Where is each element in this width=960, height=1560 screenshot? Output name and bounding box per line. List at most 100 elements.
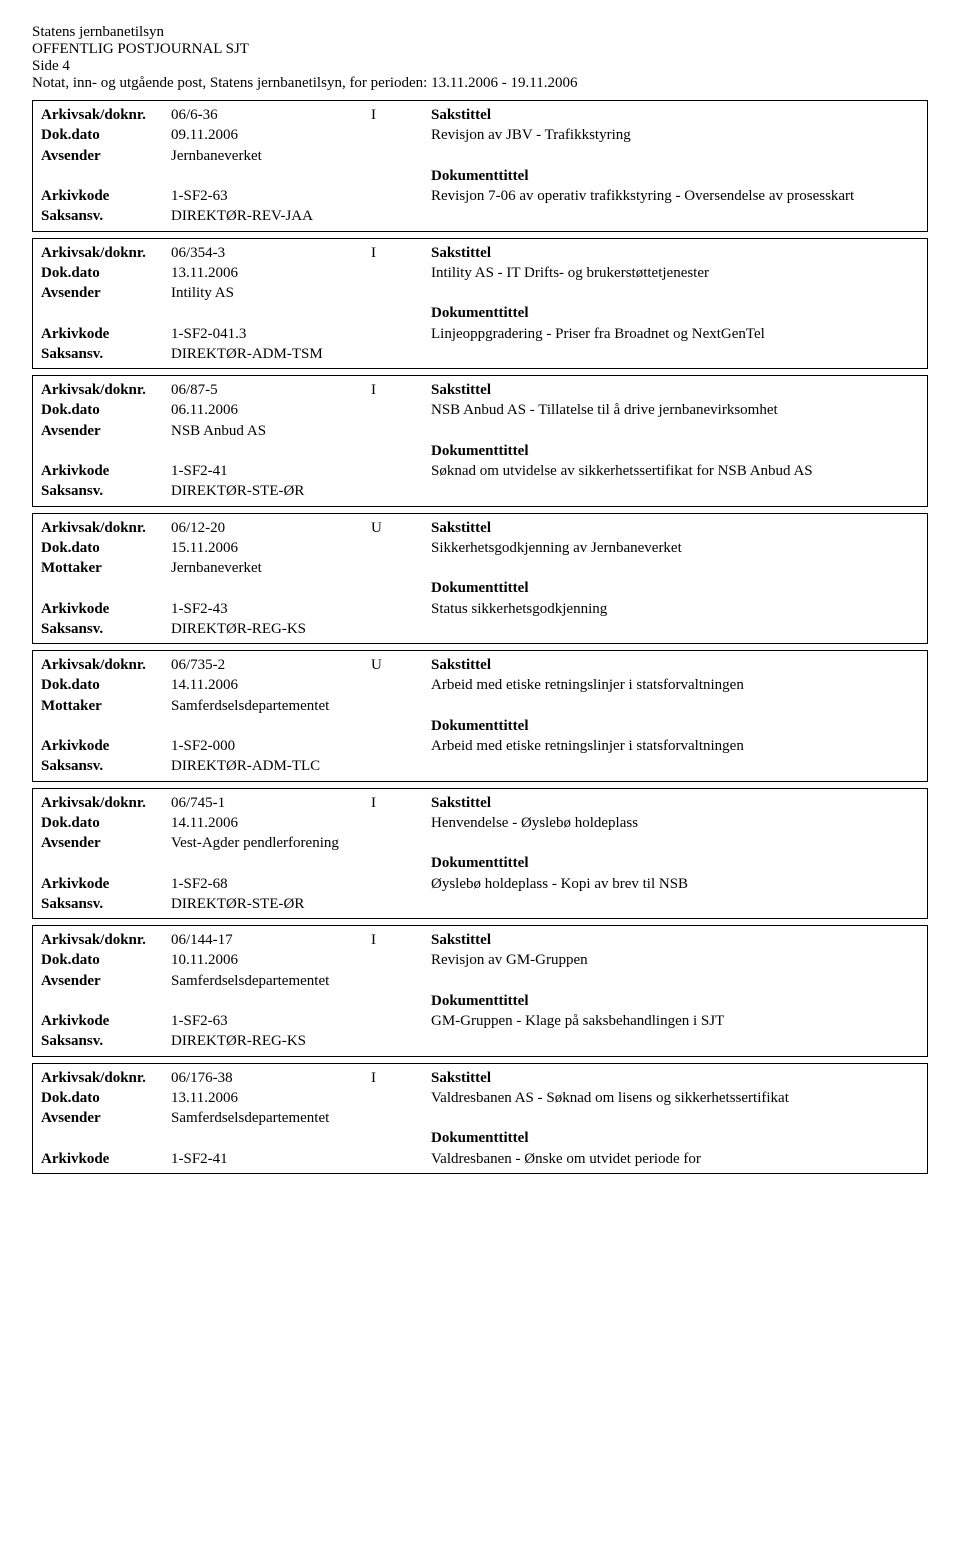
saksansv-label: Saksansv. — [41, 1031, 171, 1051]
dokumenttittel-label: Dokumenttittel — [431, 303, 529, 323]
saksansv-label: Saksansv. — [41, 481, 171, 501]
io-indicator: I — [371, 930, 431, 950]
party-value: Samferdselsdepartementet — [171, 696, 431, 716]
sakstittel-label: Sakstittel — [431, 518, 491, 538]
io-indicator: I — [371, 793, 431, 813]
dokdato-label: Dok.dato — [41, 400, 171, 420]
dokdato-value: 15.11.2006 — [171, 538, 431, 558]
party-value: Samferdselsdepartementet — [171, 971, 431, 991]
journal-record: Arkivsak/doknr.06/144-17ISakstittel Dok.d… — [32, 925, 928, 1057]
header-title: OFFENTLIG POSTJOURNAL SJT — [32, 41, 928, 58]
sakstittel-label: Sakstittel — [431, 243, 491, 263]
dokumenttittel-value: Arbeid med etiske retningslinjer i stats… — [431, 736, 919, 756]
dokdato-label: Dok.dato — [41, 125, 171, 145]
journal-record: Arkivsak/doknr.06/6-36ISakstittel Dok.dat… — [32, 100, 928, 232]
dokumenttittel-value: Linjeoppgradering - Priser fra Broadnet … — [431, 324, 919, 344]
arkivsak-label: Arkivsak/doknr. — [41, 380, 171, 400]
dokumenttittel-label: Dokumenttittel — [431, 166, 529, 186]
arkivsak-value: 06/87-5 — [171, 380, 371, 400]
arkivsak-label: Arkivsak/doknr. — [41, 243, 171, 263]
arkivkode-value: 1-SF2-041.3 — [171, 324, 431, 344]
arkivkode-label: Arkivkode — [41, 186, 171, 206]
saksansv-value: DIREKTØR-REV-JAA — [171, 206, 431, 226]
dokdato-value: 14.11.2006 — [171, 813, 431, 833]
dokdato-value: 13.11.2006 — [171, 263, 431, 283]
saksansv-value: DIREKTØR-REG-KS — [171, 619, 431, 639]
saksansv-value: DIREKTØR-STE-ØR — [171, 894, 431, 914]
arkivkode-label: Arkivkode — [41, 599, 171, 619]
dokumenttittel-label: Dokumenttittel — [431, 991, 529, 1011]
io-indicator: I — [371, 380, 431, 400]
dokdato-value: 06.11.2006 — [171, 400, 431, 420]
page-header: Statens jernbanetilsyn OFFENTLIG POSTJOU… — [32, 24, 928, 92]
saksansv-label: Saksansv. — [41, 894, 171, 914]
dokumenttittel-value: Søknad om utvidelse av sikkerhetssertifi… — [431, 461, 919, 481]
arkivsak-value: 06/735-2 — [171, 655, 371, 675]
saksansv-label: Saksansv. — [41, 619, 171, 639]
arkivsak-label: Arkivsak/doknr. — [41, 930, 171, 950]
sakstittel-value: Valdresbanen AS - Søknad om lisens og si… — [431, 1088, 919, 1108]
dokdato-label: Dok.dato — [41, 538, 171, 558]
arkivsak-value: 06/354-3 — [171, 243, 371, 263]
dokdato-value: 14.11.2006 — [171, 675, 431, 695]
saksansv-label: Saksansv. — [41, 344, 171, 364]
io-indicator: I — [371, 1068, 431, 1088]
arkivkode-value: 1-SF2-63 — [171, 1011, 431, 1031]
dokumenttittel-label: Dokumenttittel — [431, 578, 529, 598]
dokdato-label: Dok.dato — [41, 950, 171, 970]
arkivkode-label: Arkivkode — [41, 1011, 171, 1031]
arkivkode-value: 1-SF2-41 — [171, 461, 431, 481]
party-value: Vest-Agder pendlerforening — [171, 833, 431, 853]
io-indicator: U — [371, 518, 431, 538]
party-value: Samferdselsdepartementet — [171, 1108, 431, 1128]
dokdato-label: Dok.dato — [41, 263, 171, 283]
header-page: Side 4 — [32, 58, 928, 75]
arkivsak-value: 06/144-17 — [171, 930, 371, 950]
party-value: Intility AS — [171, 283, 431, 303]
dokumenttittel-label: Dokumenttittel — [431, 716, 529, 736]
party-label: Avsender — [41, 1108, 171, 1128]
journal-record: Arkivsak/doknr.06/354-3ISakstittel Dok.da… — [32, 238, 928, 370]
dokumenttittel-value: Valdresbanen - Ønske om utvidet periode … — [431, 1149, 919, 1169]
party-label: Avsender — [41, 833, 171, 853]
arkivkode-value: 1-SF2-000 — [171, 736, 431, 756]
sakstittel-value: Intility AS - IT Drifts- og brukerstøtte… — [431, 263, 919, 283]
saksansv-label: Saksansv. — [41, 206, 171, 226]
header-period: Notat, inn- og utgående post, Statens je… — [32, 75, 928, 92]
dokumenttittel-value: Revisjon 7-06 av operativ trafikkstyring… — [431, 186, 919, 206]
dokdato-value: 13.11.2006 — [171, 1088, 431, 1108]
records-container: Arkivsak/doknr.06/6-36ISakstittelDok.dat… — [32, 100, 928, 1174]
arkivkode-value: 1-SF2-68 — [171, 874, 431, 894]
sakstittel-label: Sakstittel — [431, 930, 491, 950]
sakstittel-value: Revisjon av GM-Gruppen — [431, 950, 919, 970]
arkivsak-value: 06/6-36 — [171, 105, 371, 125]
sakstittel-label: Sakstittel — [431, 380, 491, 400]
arkivkode-label: Arkivkode — [41, 461, 171, 481]
journal-record: Arkivsak/doknr.06/12-20USakstittel Dok.da… — [32, 513, 928, 645]
sakstittel-label: Sakstittel — [431, 105, 491, 125]
party-label: Avsender — [41, 146, 171, 166]
arkivsak-label: Arkivsak/doknr. — [41, 518, 171, 538]
saksansv-value: DIREKTØR-REG-KS — [171, 1031, 431, 1051]
journal-record: Arkivsak/doknr.06/735-2USakstittelDok.da… — [32, 650, 928, 782]
sakstittel-value: Revisjon av JBV - Trafikkstyring — [431, 125, 919, 145]
arkivsak-label: Arkivsak/doknr. — [41, 105, 171, 125]
io-indicator: I — [371, 243, 431, 263]
arkivsak-label: Arkivsak/doknr. — [41, 655, 171, 675]
sakstittel-value: Sikkerhetsgodkjenning av Jernbaneverket — [431, 538, 919, 558]
journal-record: Arkivsak/doknr.06/176-38ISakstittelDok.d… — [32, 1063, 928, 1174]
saksansv-value: DIREKTØR-STE-ØR — [171, 481, 431, 501]
party-label: Mottaker — [41, 696, 171, 716]
io-indicator: I — [371, 105, 431, 125]
dokumenttittel-value: GM-Gruppen - Klage på saksbehandlingen i… — [431, 1011, 919, 1031]
arkivkode-label: Arkivkode — [41, 1149, 171, 1169]
sakstittel-label: Sakstittel — [431, 1068, 491, 1088]
sakstittel-value: Arbeid med etiske retningslinjer i stats… — [431, 675, 919, 695]
arkivsak-value: 06/12-20 — [171, 518, 371, 538]
party-label: Mottaker — [41, 558, 171, 578]
arkivsak-value: 06/176-38 — [171, 1068, 371, 1088]
dokumenttittel-label: Dokumenttittel — [431, 853, 529, 873]
party-label: Avsender — [41, 283, 171, 303]
party-value: Jernbaneverket — [171, 558, 431, 578]
arkivkode-value: 1-SF2-41 — [171, 1149, 431, 1169]
